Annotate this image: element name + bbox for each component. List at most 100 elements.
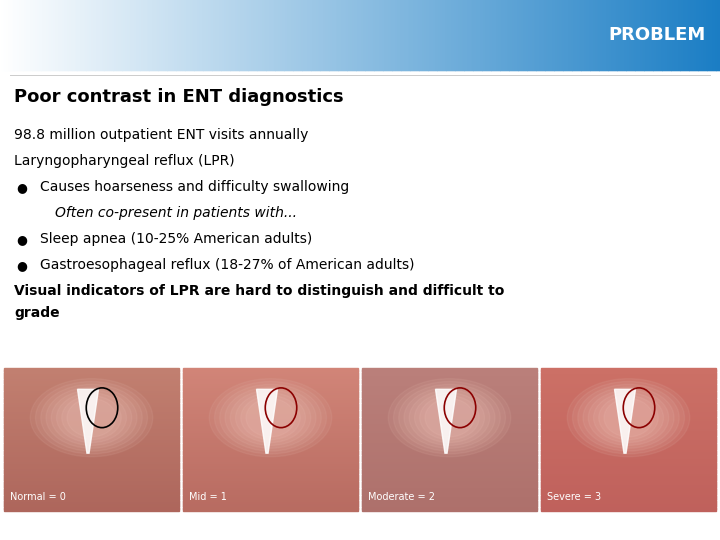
- Bar: [362, 418, 537, 421]
- Bar: [637, 0, 640, 70]
- Bar: [126, 0, 129, 70]
- Bar: [272, 0, 274, 70]
- Bar: [183, 503, 358, 507]
- Bar: [577, 0, 580, 70]
- Bar: [4, 487, 179, 490]
- Ellipse shape: [415, 393, 485, 443]
- Bar: [133, 0, 136, 70]
- Bar: [222, 0, 224, 70]
- Bar: [454, 0, 456, 70]
- Bar: [641, 0, 644, 70]
- Bar: [183, 448, 358, 452]
- Bar: [362, 460, 537, 464]
- Bar: [183, 387, 358, 390]
- Bar: [95, 0, 98, 70]
- Bar: [4, 420, 179, 423]
- Text: ●: ●: [16, 259, 27, 272]
- Ellipse shape: [246, 399, 295, 437]
- Bar: [541, 375, 716, 379]
- Bar: [183, 375, 358, 379]
- Bar: [230, 0, 233, 70]
- Bar: [365, 0, 368, 70]
- Bar: [362, 392, 537, 395]
- Bar: [128, 0, 130, 70]
- Bar: [65, 0, 68, 70]
- Polygon shape: [256, 389, 277, 453]
- Bar: [4, 444, 179, 447]
- Bar: [522, 0, 525, 70]
- Bar: [407, 0, 410, 70]
- Bar: [239, 0, 242, 70]
- Bar: [356, 0, 359, 70]
- Bar: [4, 446, 179, 449]
- Bar: [704, 0, 706, 70]
- Bar: [32, 0, 35, 70]
- Bar: [4, 427, 179, 430]
- Bar: [157, 0, 159, 70]
- Bar: [4, 415, 179, 418]
- Bar: [362, 389, 537, 393]
- Bar: [335, 0, 338, 70]
- Bar: [4, 505, 179, 509]
- Ellipse shape: [46, 387, 137, 448]
- Bar: [11, 0, 14, 70]
- Bar: [376, 0, 379, 70]
- Bar: [140, 0, 143, 70]
- Bar: [534, 0, 537, 70]
- Bar: [445, 0, 447, 70]
- Bar: [541, 491, 716, 495]
- Bar: [310, 0, 312, 70]
- Bar: [45, 0, 48, 70]
- Bar: [223, 0, 226, 70]
- Bar: [4, 496, 179, 499]
- Bar: [4, 453, 179, 456]
- Bar: [657, 0, 660, 70]
- Bar: [183, 368, 358, 372]
- Bar: [517, 0, 519, 70]
- Bar: [256, 0, 258, 70]
- Bar: [183, 458, 358, 461]
- Bar: [567, 0, 570, 70]
- Bar: [4, 475, 179, 478]
- Bar: [362, 403, 537, 407]
- Bar: [4, 458, 179, 461]
- Bar: [4, 503, 179, 507]
- Bar: [362, 406, 537, 409]
- Bar: [241, 0, 244, 70]
- Bar: [130, 0, 132, 70]
- Bar: [225, 0, 228, 70]
- Bar: [585, 0, 588, 70]
- Bar: [362, 375, 537, 379]
- Bar: [665, 0, 667, 70]
- Bar: [410, 0, 413, 70]
- Bar: [504, 0, 507, 70]
- Ellipse shape: [225, 387, 316, 448]
- Ellipse shape: [420, 396, 480, 440]
- Bar: [4, 448, 179, 452]
- Bar: [396, 0, 399, 70]
- Bar: [412, 0, 415, 70]
- Bar: [79, 0, 82, 70]
- Bar: [72, 0, 75, 70]
- Bar: [544, 0, 546, 70]
- Bar: [362, 420, 537, 423]
- Bar: [698, 0, 701, 70]
- Bar: [541, 498, 716, 502]
- Bar: [436, 0, 438, 70]
- Bar: [183, 501, 358, 504]
- Bar: [180, 0, 183, 70]
- Bar: [655, 0, 658, 70]
- Text: Moderate = 2: Moderate = 2: [368, 492, 435, 502]
- Bar: [71, 0, 73, 70]
- Bar: [97, 0, 100, 70]
- Bar: [102, 0, 105, 70]
- Bar: [541, 389, 716, 393]
- Bar: [426, 0, 429, 70]
- Bar: [13, 0, 15, 70]
- Bar: [207, 0, 210, 70]
- Bar: [4, 508, 179, 511]
- Bar: [695, 0, 698, 70]
- Bar: [183, 437, 358, 440]
- Bar: [86, 0, 89, 70]
- Bar: [713, 0, 716, 70]
